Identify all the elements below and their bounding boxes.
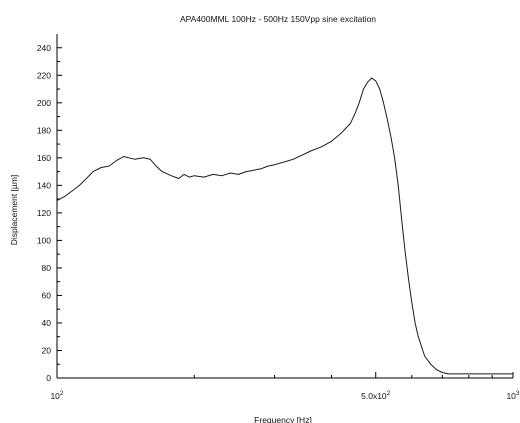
y-tick-label: 140 [37, 180, 51, 190]
series-line [56, 77, 513, 375]
y-tick-label: 240 [37, 43, 51, 53]
y-tick-label: 200 [37, 98, 51, 108]
x-tick-label: 103 [506, 390, 519, 401]
y-tick-label: 160 [37, 153, 51, 163]
x-tick-label-exponent: 3 [516, 390, 520, 397]
x-tick-label: 102 [50, 390, 63, 401]
y-tick-label: 120 [37, 208, 51, 218]
x-axis: 102 5.0x102 103 [50, 372, 520, 401]
y-tick-label: 20 [42, 345, 52, 355]
y-tick-label: 180 [37, 125, 51, 135]
x-tick-label-base: 5.0x10 [361, 391, 387, 401]
y-tick-label: 80 [42, 263, 52, 273]
chart-title: APA400MML 100Hz - 500Hz 150Vpp sine exci… [180, 14, 376, 24]
series-layer [56, 77, 513, 375]
x-tick-label: 5.0x102 [361, 390, 391, 401]
x-tick-label-base: 10 [50, 391, 60, 401]
x-axis-title: Frequency [Hz] [254, 415, 312, 423]
y-axis: 0 20 40 60 80 100 120 140 160 180 200 220 240 [37, 34, 62, 383]
y-tick-label: 60 [42, 290, 52, 300]
y-axis-title: Displacement [µm] [9, 175, 19, 246]
y-tick-label: 220 [37, 70, 51, 80]
x-tick-label-base: 10 [506, 391, 516, 401]
y-tick-label: 40 [42, 318, 52, 328]
x-tick-label-exponent: 2 [387, 390, 391, 397]
x-tick-label-exponent: 2 [60, 390, 64, 397]
y-tick-label: 0 [46, 373, 51, 383]
y-tick-label: 100 [37, 235, 51, 245]
